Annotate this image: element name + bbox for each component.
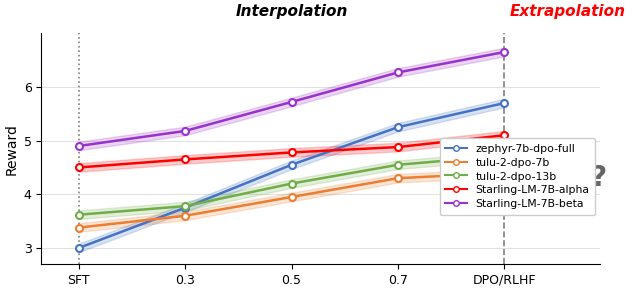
Legend: zephyr-7b-dpo-full, tulu-2-dpo-7b, tulu-2-dpo-13b, Starling-LM-7B-alpha, Starlin: zephyr-7b-dpo-full, tulu-2-dpo-7b, tulu-…	[440, 138, 595, 215]
Text: ?: ?	[590, 164, 606, 192]
Text: Extrapolation: Extrapolation	[509, 4, 626, 19]
Y-axis label: Reward: Reward	[4, 123, 18, 175]
Text: Interpolation: Interpolation	[236, 4, 348, 19]
